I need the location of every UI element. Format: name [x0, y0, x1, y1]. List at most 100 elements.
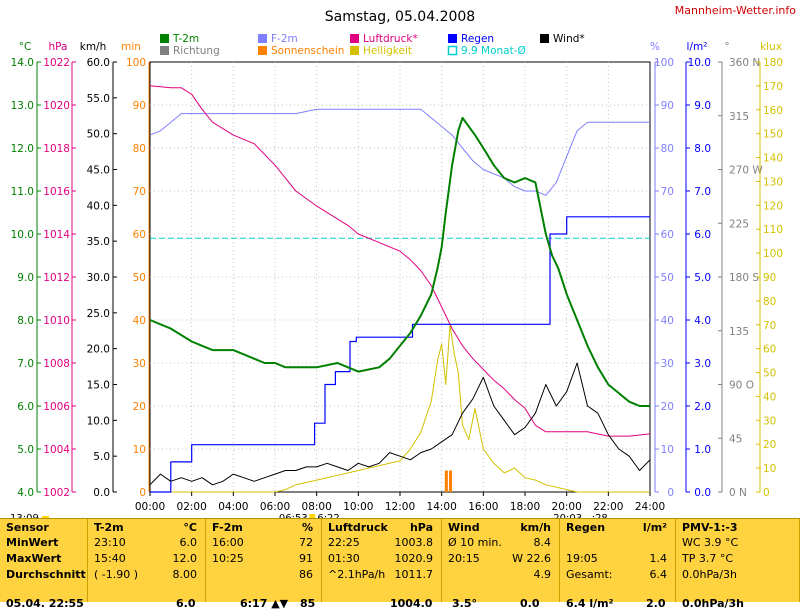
summary-value: 1.4 [649, 552, 668, 565]
press-axis-tick-label: 1008 [43, 358, 70, 370]
summary-row: 01:30 1020.9 [322, 550, 441, 567]
hum-axis-tick-label: 90 [661, 100, 674, 112]
wind-axis-tick-label: 25.0 [87, 308, 110, 320]
summary-cell: Wind [448, 521, 480, 534]
summary-row: 20:15 W 22.6 [442, 550, 559, 567]
summary-cell: MinWert [6, 536, 59, 549]
wind-axis-tick-label: 0.0 [93, 487, 110, 499]
rain-axis-tick-label: 2.0 [694, 401, 711, 413]
summary-row: 86 [206, 566, 321, 583]
summary-row: Wind km/h [442, 519, 559, 536]
lux-axis-tick-label: 110 [763, 224, 783, 236]
x-tick-label: 18:00 [510, 501, 540, 513]
summary-cell: 10:25 [212, 552, 244, 565]
legend-swatch [540, 34, 549, 43]
legend-item: Richtung [173, 45, 220, 57]
lux-axis-tick-label: 150 [763, 129, 783, 141]
sunset-label: 20:03 [553, 513, 582, 518]
legend-swatch [160, 46, 169, 55]
x-tick-label: 10:00 [343, 501, 373, 513]
summary-row: PMV-1:-3 [676, 519, 799, 536]
x-tick-label: 06:00 [260, 501, 290, 513]
dir-axis-tick-label: 135 [729, 326, 749, 338]
axis-unit-labels: °C hPa km/h min% l/m² ° klux [19, 41, 782, 53]
lux-axis-tick-label: 100 [763, 248, 783, 260]
legend-item: F-2m [271, 33, 298, 45]
legend-swatch [447, 45, 458, 56]
summary-cell: Sensor [6, 521, 49, 534]
legend-swatch [258, 46, 267, 55]
rain-axis-tick-label: 6.0 [694, 229, 711, 241]
lux-axis-tick-label: 20 [763, 439, 776, 451]
hum-axis-tick-label: 0 [667, 487, 674, 499]
axis-unit: hPa [49, 41, 68, 53]
sun-axis-tick-label: 80 [133, 143, 146, 155]
summary-cell: 0.0hPa/3h [682, 568, 738, 581]
summary-cell: ( -1.90 ) [94, 568, 139, 581]
summary-cell: PMV-1:-3 [682, 521, 738, 534]
lux-axis-tick-label: 80 [763, 296, 776, 308]
axis-unit: km/h [80, 41, 107, 53]
summary-cell: 19:05 [566, 552, 598, 565]
summary-cut-cell: 6.4 l/m² [566, 597, 614, 610]
summary-value: 4.9 [533, 568, 552, 581]
summary-row: Ø 10 min. 8.4 [442, 534, 559, 551]
wind-axis-tick-label: 10.0 [87, 415, 110, 427]
summary-value: hPa [409, 521, 433, 534]
x-tick-label: 20:00 [552, 501, 582, 513]
hum-axis-tick-label: 70 [661, 186, 674, 198]
legend-item: 9.9 Monat-Ø [461, 45, 526, 57]
axis-unit: °C [19, 41, 32, 53]
hum-axis-tick-label: 80 [661, 143, 674, 155]
lux-axis-tick-label: 0 [763, 487, 770, 499]
legend-item: Luftdruck* [363, 33, 418, 45]
press-axis-tick-label: 1006 [43, 401, 70, 413]
summary-row: Gesamt: 6.4 [560, 566, 675, 583]
lux-axis-tick-label: 10 [763, 463, 776, 475]
lux-axis-tick-label: 40 [763, 391, 776, 403]
lux-axis-tick-label: 140 [763, 153, 783, 165]
summary-row: 15:40 12.0 [88, 550, 205, 567]
summary-col: Wind km/h Ø 10 min. 8.4 20:15 W 22.6 4.9 [442, 519, 560, 602]
x-tick-label: 00:00 [135, 501, 165, 513]
summary-cut-cell: 3.5° [452, 597, 477, 610]
summary-row: ( -1.90 ) 8.00 [88, 566, 205, 583]
summary-row: 23:10 6.0 [88, 534, 205, 551]
sun-icon [42, 516, 49, 518]
summary-value: 8.00 [172, 568, 198, 581]
hum-axis-tick-label: 100 [654, 57, 674, 69]
lux-axis-tick-label: 70 [763, 320, 776, 332]
temp-axis-tick-label: 8.0 [17, 315, 34, 327]
lux-axis-tick-label: 90 [763, 272, 776, 284]
dir-axis-tick-label: 270 W [729, 165, 763, 177]
wind-axis-tick-label: 30.0 [87, 272, 110, 284]
series-luftdruck-line [149, 85, 651, 437]
chart-title: Samstag, 05.04.2008 [325, 9, 475, 25]
summary-cut-row: 05.04. 22:55 6.0 6:17 ▲▼ 85 1004.0 3.5° 0.0 6.4… [0, 595, 800, 612]
temp-axis-tick-label: 6.0 [17, 401, 34, 413]
summary-row: ^2.1hPa/h 1011.7 [322, 566, 441, 583]
temp-axis-tick-label: 10.0 [11, 229, 34, 241]
summary-col: Sensor MinWert MaxWert Durchschnitt [0, 519, 88, 602]
x-tick-label: 02:00 [177, 501, 207, 513]
hum-axis-tick-label: 10 [661, 444, 674, 456]
legend-item: T-2m [172, 33, 199, 45]
rain-axis-tick-label: 3.0 [694, 358, 711, 370]
summary-value: 86 [299, 568, 313, 581]
wind-axis-tick-label: 20.0 [87, 344, 110, 356]
summary-cell: ^2.1hPa/h [328, 568, 386, 581]
legend-swatch [448, 34, 457, 43]
hum-axis-tick-label: 50 [661, 272, 674, 284]
axis-unit: % [650, 41, 660, 53]
axis-unit: l/m² [687, 41, 708, 53]
summary-cut-cell: 1004.0 [390, 597, 433, 610]
current-time: 13:09 [10, 513, 39, 518]
summary-cell: Durchschnitt [6, 568, 86, 581]
summary-col: Luftdruck hPa 22:25 1003.8 01:30 1020.9 ^2.1hP… [322, 519, 442, 602]
press-axis-tick-label: 1022 [43, 57, 70, 69]
summary-value: 1003.8 [394, 536, 434, 549]
press-axis-tick-label: 1004 [43, 444, 70, 456]
sun-axis-tick-label: 30 [133, 358, 146, 370]
wind-axis-tick-label: 5.0 [93, 451, 110, 463]
site-label[interactable]: Mannheim-Wetter.info [675, 4, 797, 17]
